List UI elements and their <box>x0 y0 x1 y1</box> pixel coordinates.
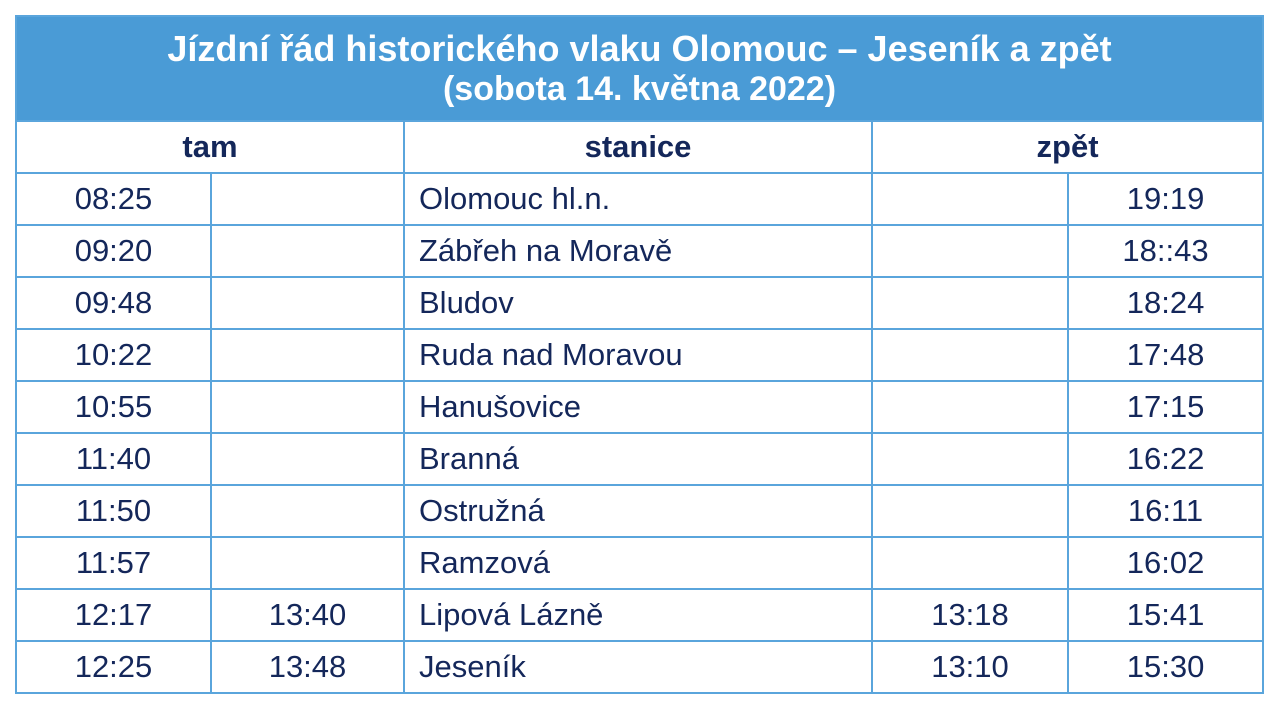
time-cell <box>210 484 405 538</box>
table-row: 12:17 13:40 Lipová Lázně 13:18 15:41 <box>15 588 1265 642</box>
table-body: 08:25 Olomouc hl.n. 19:19 09:20 Zábřeh na Mo… <box>15 172 1265 694</box>
time-cell: 12:17 <box>15 588 212 642</box>
table-row: 09:20 Zábřeh na Moravě 18::43 <box>15 224 1265 278</box>
time-cell: 17:15 <box>1066 380 1265 434</box>
station-cell: Hanušovice <box>403 380 873 434</box>
time-cell: 08:25 <box>15 172 212 226</box>
time-cell <box>210 224 405 278</box>
station-cell: Bludov <box>403 276 873 330</box>
station-cell: Branná <box>403 432 873 486</box>
table-row: 11:57 Ramzová 16:02 <box>15 536 1265 590</box>
time-cell: 13:48 <box>210 640 405 694</box>
time-cell: 10:55 <box>15 380 212 434</box>
time-cell: 11:50 <box>15 484 212 538</box>
time-cell: 17:48 <box>1066 328 1265 382</box>
time-cell: 15:41 <box>1066 588 1265 642</box>
time-cell: 09:20 <box>15 224 212 278</box>
subtitle: (sobota 14. května 2022) <box>442 69 837 108</box>
table-row: 10:55 Hanušovice 17:15 <box>15 380 1265 434</box>
time-cell: 19:19 <box>1066 172 1265 226</box>
station-cell: Ruda nad Moravou <box>403 328 873 382</box>
table-row: 09:48 Bludov 18:24 <box>15 276 1265 330</box>
table-row: 11:50 Ostružná 16:11 <box>15 484 1265 538</box>
column-header: stanice <box>403 120 873 174</box>
time-cell: 18:24 <box>1066 276 1265 330</box>
time-cell: 15:30 <box>1066 640 1265 694</box>
time-cell: 16:02 <box>1066 536 1265 590</box>
table-row: 08:25 Olomouc hl.n. 19:19 <box>15 172 1265 226</box>
time-cell: 16:11 <box>1066 484 1265 538</box>
time-cell <box>210 328 405 382</box>
time-cell <box>210 380 405 434</box>
station-cell: Olomouc hl.n. <box>403 172 873 226</box>
title-bar: Jízdní řád historického vlaku Olomouc – … <box>14 15 1265 122</box>
time-cell <box>871 484 1069 538</box>
time-cell <box>871 172 1069 226</box>
station-cell: Lipová Lázně <box>403 588 873 642</box>
station-cell: Zábřeh na Moravě <box>403 224 873 278</box>
time-cell <box>210 172 405 226</box>
table-row: 10:22 Ruda nad Moravou 17:48 <box>15 328 1265 382</box>
time-cell <box>871 328 1069 382</box>
station-cell: Jeseník <box>403 640 873 694</box>
time-cell: 10:22 <box>15 328 212 382</box>
table-row: 11:40 Branná 16:22 <box>15 432 1265 486</box>
time-cell: 11:57 <box>15 536 212 590</box>
time-cell: 12:25 <box>15 640 212 694</box>
station-cell: Ostružná <box>403 484 873 538</box>
time-cell <box>871 224 1069 278</box>
time-cell: 11:40 <box>15 432 212 486</box>
time-cell <box>871 276 1069 330</box>
column-header: tam <box>15 120 405 174</box>
title: Jízdní řád historického vlaku Olomouc – … <box>167 28 1112 70</box>
time-cell: 13:18 <box>871 588 1069 642</box>
time-cell: 18::43 <box>1066 224 1265 278</box>
station-cell: Ramzová <box>403 536 873 590</box>
timetable: Jízdní řád historického vlaku Olomouc – … <box>14 15 1265 694</box>
time-cell: 09:48 <box>15 276 212 330</box>
time-cell <box>210 276 405 330</box>
timetable-table: Jízdní řád historického vlaku Olomouc – … <box>14 15 1265 694</box>
time-cell <box>871 432 1069 486</box>
time-cell <box>210 536 405 590</box>
table-row: 12:25 13:48 Jeseník 13:10 15:30 <box>15 640 1265 694</box>
time-cell <box>210 432 405 486</box>
time-cell: 16:22 <box>1066 432 1265 486</box>
time-cell: 13:10 <box>871 640 1069 694</box>
time-cell: 13:40 <box>210 588 405 642</box>
time-cell <box>871 380 1069 434</box>
column-header: zpět <box>870 120 1265 174</box>
time-cell <box>871 536 1069 590</box>
